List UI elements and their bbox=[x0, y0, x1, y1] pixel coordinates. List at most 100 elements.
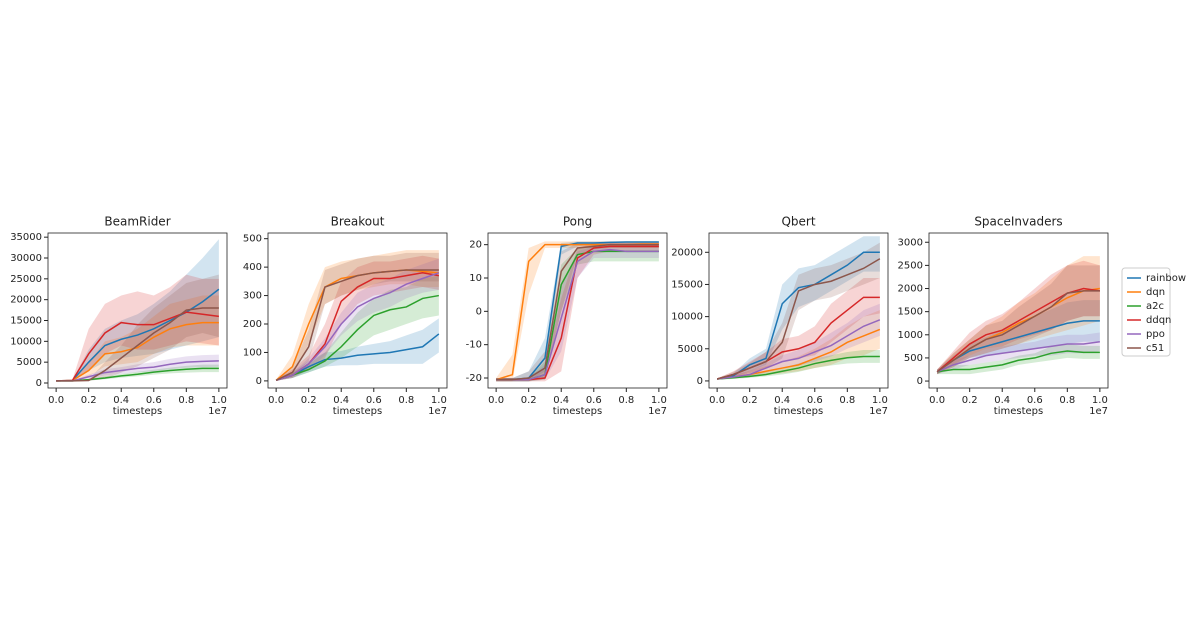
x-tick-label: 0.2 bbox=[962, 395, 978, 406]
y-tick-label: 20 bbox=[469, 240, 482, 251]
legend-label: rainbow bbox=[1146, 273, 1186, 284]
y-tick-label: 15000 bbox=[10, 316, 42, 327]
confidence-band bbox=[717, 242, 880, 380]
y-tick-label: 0 bbox=[917, 376, 923, 387]
y-tick-label: 20000 bbox=[671, 247, 703, 258]
y-tick-label: 20000 bbox=[10, 295, 42, 306]
legend-label: dqn bbox=[1146, 287, 1165, 298]
y-tick-label: 0 bbox=[476, 306, 482, 317]
y-tick-label: 3000 bbox=[898, 237, 923, 248]
confidence-band bbox=[937, 260, 1100, 375]
y-tick-label: 10000 bbox=[671, 312, 703, 323]
y-tick-label: 300 bbox=[243, 291, 262, 302]
y-tick-label: 25000 bbox=[10, 274, 42, 285]
confidence-band bbox=[56, 239, 219, 382]
plot-frame bbox=[708, 232, 889, 389]
x-tick-label: 0.2 bbox=[81, 395, 97, 406]
x-offset-label: 1e7 bbox=[648, 406, 667, 417]
x-tick-label: 1.0 bbox=[1092, 395, 1108, 406]
x-tick-label: 0.0 bbox=[929, 395, 945, 406]
confidence-band bbox=[937, 265, 1100, 375]
confidence-band bbox=[56, 364, 219, 382]
y-tick-label: 35000 bbox=[10, 232, 42, 243]
x-offset-label: 1e7 bbox=[428, 406, 447, 417]
chart-title: BeamRider bbox=[104, 215, 170, 229]
x-tick-label: 0.8 bbox=[398, 395, 414, 406]
series-line bbox=[56, 311, 219, 382]
series-line bbox=[496, 248, 659, 381]
plot-frame bbox=[47, 232, 228, 389]
y-tick-label: -20 bbox=[466, 373, 482, 384]
series-line bbox=[275, 333, 440, 382]
confidence-band bbox=[496, 241, 659, 382]
x-tick-label: 0.0 bbox=[709, 395, 725, 406]
confidence-band bbox=[276, 255, 439, 381]
legend-label: ppo bbox=[1146, 329, 1165, 340]
legend-label: c51 bbox=[1146, 343, 1164, 354]
y-tick-label: -10 bbox=[466, 340, 482, 351]
x-tick-label: 0.0 bbox=[48, 395, 64, 406]
x-tick-label: 0.8 bbox=[178, 395, 194, 406]
series-line bbox=[717, 319, 881, 380]
x-tick-label: 0.2 bbox=[742, 395, 758, 406]
series-line bbox=[275, 269, 439, 381]
y-tick-label: 2000 bbox=[898, 284, 923, 295]
series-line bbox=[56, 360, 219, 382]
series-line bbox=[936, 287, 1100, 373]
x-tick-label: 0.0 bbox=[268, 395, 284, 406]
x-tick-label: 0.4 bbox=[333, 395, 349, 406]
confidence-band bbox=[276, 252, 439, 381]
confidence-band bbox=[496, 244, 659, 382]
series-line bbox=[716, 251, 880, 380]
confidence-band bbox=[496, 243, 659, 382]
y-tick-label: 5000 bbox=[17, 357, 42, 368]
x-tick-label: 0.4 bbox=[113, 395, 129, 406]
y-tick-label: 0 bbox=[36, 378, 42, 389]
y-tick-label: 5000 bbox=[678, 344, 703, 355]
chart-title: Pong bbox=[563, 215, 592, 229]
x-tick-label: 0.6 bbox=[807, 395, 823, 406]
confidence-band bbox=[717, 278, 880, 380]
x-tick-label: 0.4 bbox=[774, 395, 790, 406]
confidence-band bbox=[717, 310, 880, 380]
y-tick-label: 500 bbox=[904, 353, 923, 364]
y-tick-label: 30000 bbox=[10, 253, 42, 264]
confidence-band bbox=[717, 236, 880, 380]
x-axis-label: timesteps bbox=[113, 406, 162, 417]
y-tick-label: 200 bbox=[243, 319, 262, 330]
confidence-band bbox=[496, 244, 659, 382]
x-tick-label: 1.0 bbox=[211, 395, 227, 406]
y-tick-label: 400 bbox=[243, 262, 262, 273]
x-tick-label: 0.6 bbox=[366, 395, 382, 406]
series-line bbox=[937, 350, 1100, 373]
confidence-band bbox=[937, 332, 1100, 375]
legend-label: ddqn bbox=[1146, 315, 1171, 326]
y-tick-label: 500 bbox=[243, 234, 262, 245]
x-offset-label: 1e7 bbox=[869, 406, 888, 417]
y-tick-label: 10000 bbox=[10, 336, 42, 347]
chart-title: Qbert bbox=[781, 215, 815, 229]
series-line bbox=[936, 340, 1100, 373]
x-offset-label: 1e7 bbox=[208, 406, 227, 417]
x-tick-label: 0.6 bbox=[1027, 395, 1043, 406]
x-tick-label: 0.4 bbox=[994, 395, 1010, 406]
y-tick-label: 10 bbox=[469, 273, 482, 284]
series-line bbox=[56, 321, 219, 382]
x-tick-label: 0.8 bbox=[839, 395, 855, 406]
chart-title: SpaceInvaders bbox=[974, 215, 1062, 229]
plot-frame bbox=[267, 232, 448, 389]
x-tick-label: 0.6 bbox=[146, 395, 162, 406]
x-tick-label: 0.8 bbox=[618, 395, 634, 406]
y-tick-label: 0 bbox=[256, 376, 262, 387]
x-axis-label: timesteps bbox=[994, 406, 1043, 417]
series-line bbox=[56, 307, 219, 382]
confidence-band bbox=[276, 250, 439, 381]
plot-frame bbox=[487, 232, 668, 389]
y-tick-label: 100 bbox=[243, 347, 262, 358]
legend-label: a2c bbox=[1146, 301, 1164, 312]
confidence-band bbox=[276, 275, 439, 381]
series-line bbox=[496, 243, 659, 381]
x-tick-label: 1.0 bbox=[651, 395, 667, 406]
x-axis-label: timesteps bbox=[553, 406, 602, 417]
